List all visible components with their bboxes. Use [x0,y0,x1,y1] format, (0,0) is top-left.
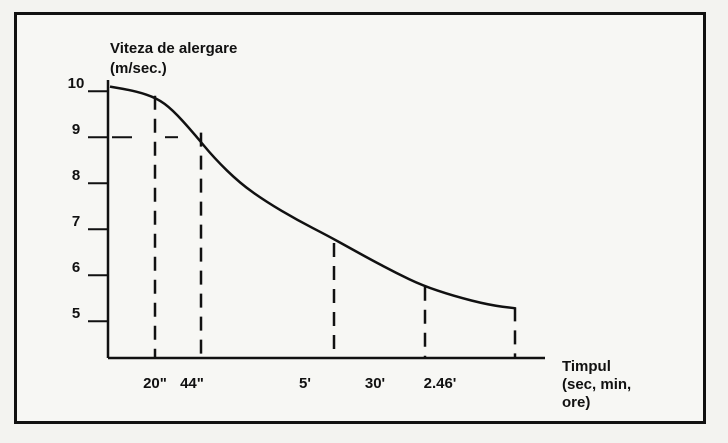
y-tick-label: 7 [72,213,80,230]
x-axis-unit-line2: ore) [562,394,591,411]
x-axis-label: Timpul [562,358,611,375]
y-tick-label: 9 [72,121,80,138]
y-tick-label: 5 [72,305,80,322]
x-marker-label: 44" [180,375,204,392]
x-marker-label: 2.46' [424,375,457,392]
x-marker-label: 30' [365,375,385,392]
x-marker-label: 5' [299,375,311,392]
y-tick-label: 6 [72,259,80,276]
y-tick-label: 10 [68,75,85,92]
speed-curve [109,85,516,310]
y-tick-label: 8 [72,167,80,184]
chart-frame [14,12,706,424]
x-axis-unit-line1: (sec, min, [562,376,632,393]
y-axis-label: Viteza de alergare [110,40,238,57]
x-marker-label: 20" [143,375,167,392]
y-axis-unit: (m/sec.) [110,60,167,77]
